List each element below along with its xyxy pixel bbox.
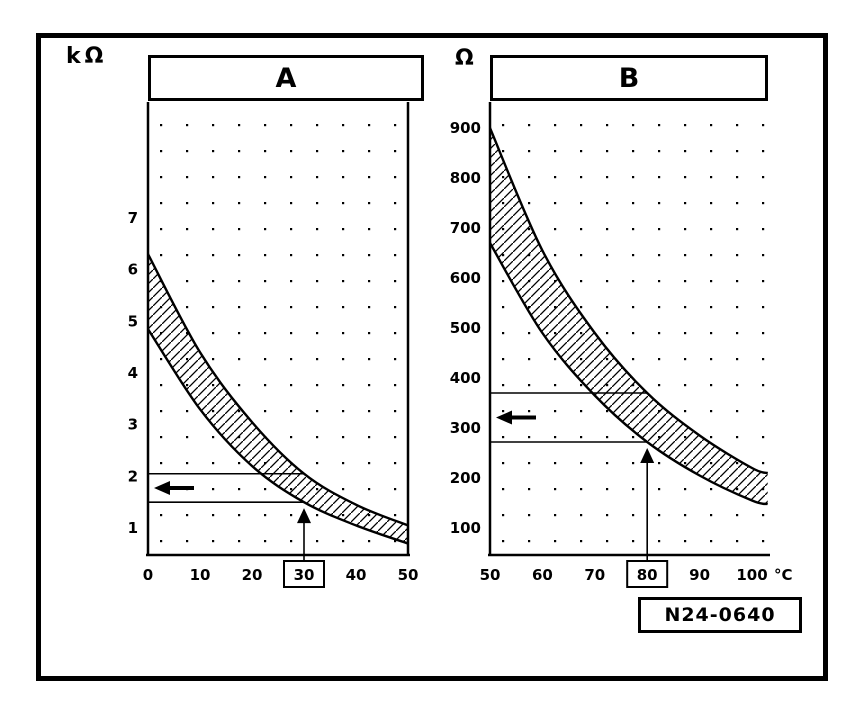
chart-a-plot: 1 2 3 4 5 6 7 0 10 20 30 40 50 — [128, 102, 419, 588]
upper-limit-curve — [488, 127, 769, 475]
lower-limit-curve — [146, 328, 409, 545]
svg-text:50: 50 — [480, 566, 501, 584]
svg-text:600: 600 — [450, 269, 481, 287]
y-tick-labels: 100 200 300 400 500 600 700 800 900 — [450, 119, 481, 537]
tolerance-band — [148, 254, 408, 544]
svg-text:700: 700 — [450, 219, 481, 237]
x-tick-labels: 0 10 20 30 40 50 — [143, 566, 419, 584]
chart-b-plot: 100 200 300 400 500 600 700 800 900 50 60 70 80 90 100… — [450, 102, 793, 588]
svg-text:200: 200 — [450, 469, 481, 487]
svg-text:3: 3 — [128, 416, 138, 434]
svg-text:5: 5 — [128, 312, 138, 330]
svg-text:400: 400 — [450, 369, 481, 387]
svg-text:100: 100 — [736, 566, 767, 584]
chart-a-y-unit-label: kΩ — [66, 44, 108, 69]
svg-text:30: 30 — [294, 566, 315, 584]
chart-a-title-box: A — [148, 55, 424, 101]
x-tick-labels: 50 60 70 80 90 100 °C — [480, 566, 793, 584]
left-arrow-icon — [154, 480, 170, 495]
svg-text:500: 500 — [450, 319, 481, 337]
svg-text:60: 60 — [532, 566, 553, 584]
left-arrow-icon — [496, 410, 512, 425]
svg-text:7: 7 — [128, 209, 138, 227]
y-tick-labels: 1 2 3 4 5 6 7 — [128, 209, 138, 537]
svg-text:2: 2 — [128, 467, 138, 485]
svg-text:300: 300 — [450, 419, 481, 437]
grid-dots — [502, 124, 765, 543]
up-arrow-icon — [640, 448, 655, 463]
svg-text:0: 0 — [143, 566, 153, 584]
svg-text:50: 50 — [398, 566, 419, 584]
reading-guides — [490, 392, 655, 562]
up-arrow-icon — [297, 508, 311, 524]
lower-limit-curve — [488, 242, 768, 506]
svg-text:80: 80 — [637, 566, 658, 584]
reference-label: N24-0640 — [638, 597, 802, 633]
svg-text:10: 10 — [190, 566, 211, 584]
x-axis-unit-label: °C — [774, 566, 793, 584]
svg-text:800: 800 — [450, 169, 481, 187]
tolerance-band — [490, 128, 768, 504]
svg-text:90: 90 — [689, 566, 710, 584]
svg-text:1: 1 — [128, 519, 138, 537]
svg-text:4: 4 — [128, 364, 138, 382]
chart-b-y-unit-label: Ω — [455, 46, 478, 71]
svg-text:70: 70 — [584, 566, 605, 584]
svg-text:40: 40 — [346, 566, 367, 584]
reading-guides — [148, 472, 311, 562]
svg-text:20: 20 — [242, 566, 263, 584]
svg-text:100: 100 — [450, 519, 481, 537]
svg-text:900: 900 — [450, 119, 481, 137]
chart-b-title-box: B — [490, 55, 768, 101]
svg-text:6: 6 — [128, 261, 138, 279]
upper-limit-curve — [146, 253, 409, 527]
